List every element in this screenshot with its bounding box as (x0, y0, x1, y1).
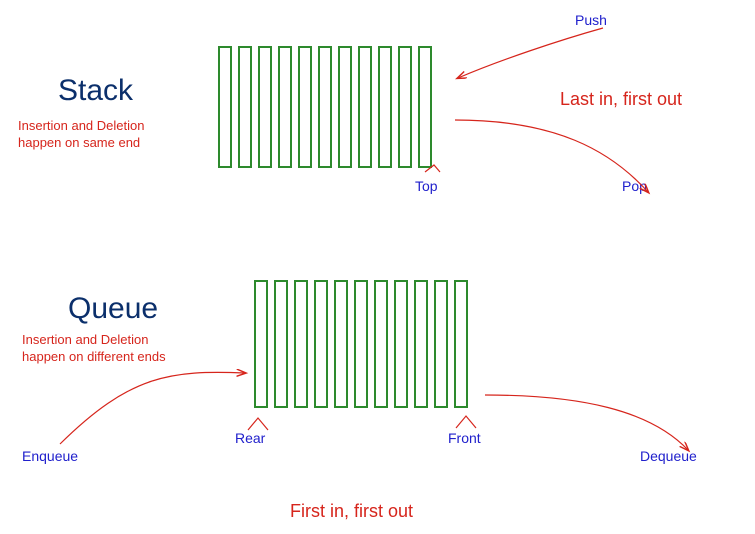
bar-slot (378, 46, 392, 168)
bar-slot (318, 46, 332, 168)
front-label: Front (448, 430, 481, 446)
stack-lifo: Last in, first out (560, 88, 682, 111)
bar-slot (418, 46, 432, 168)
top-label: Top (415, 178, 438, 194)
bar-slot (314, 280, 328, 408)
bar-slot (358, 46, 372, 168)
bar-slot (274, 280, 288, 408)
bar-slot (294, 280, 308, 408)
bar-slot (434, 280, 448, 408)
enqueue-label: Enqueue (22, 448, 78, 464)
bar-slot (454, 280, 468, 408)
bar-slot (334, 280, 348, 408)
bar-slot (394, 280, 408, 408)
stack-bars (218, 46, 432, 168)
queue-title: Queue (68, 292, 158, 326)
bar-slot (218, 46, 232, 168)
bar-slot (338, 46, 352, 168)
stack-title: Stack (58, 74, 133, 108)
pop-label: Pop (622, 178, 647, 194)
rear-label: Rear (235, 430, 265, 446)
queue-bars (254, 280, 468, 408)
bar-slot (374, 280, 388, 408)
bar-slot (298, 46, 312, 168)
bar-slot (238, 46, 252, 168)
push-label: Push (575, 12, 607, 28)
bar-slot (258, 46, 272, 168)
stack-note: Insertion and Deletionhappen on same end (18, 118, 144, 152)
bar-slot (414, 280, 428, 408)
bar-slot (254, 280, 268, 408)
bar-slot (398, 46, 412, 168)
bar-slot (354, 280, 368, 408)
dequeue-label: Dequeue (640, 448, 697, 464)
queue-fifo: First in, first out (290, 500, 413, 523)
bar-slot (278, 46, 292, 168)
queue-note: Insertion and Deletionhappen on differen… (22, 332, 166, 366)
